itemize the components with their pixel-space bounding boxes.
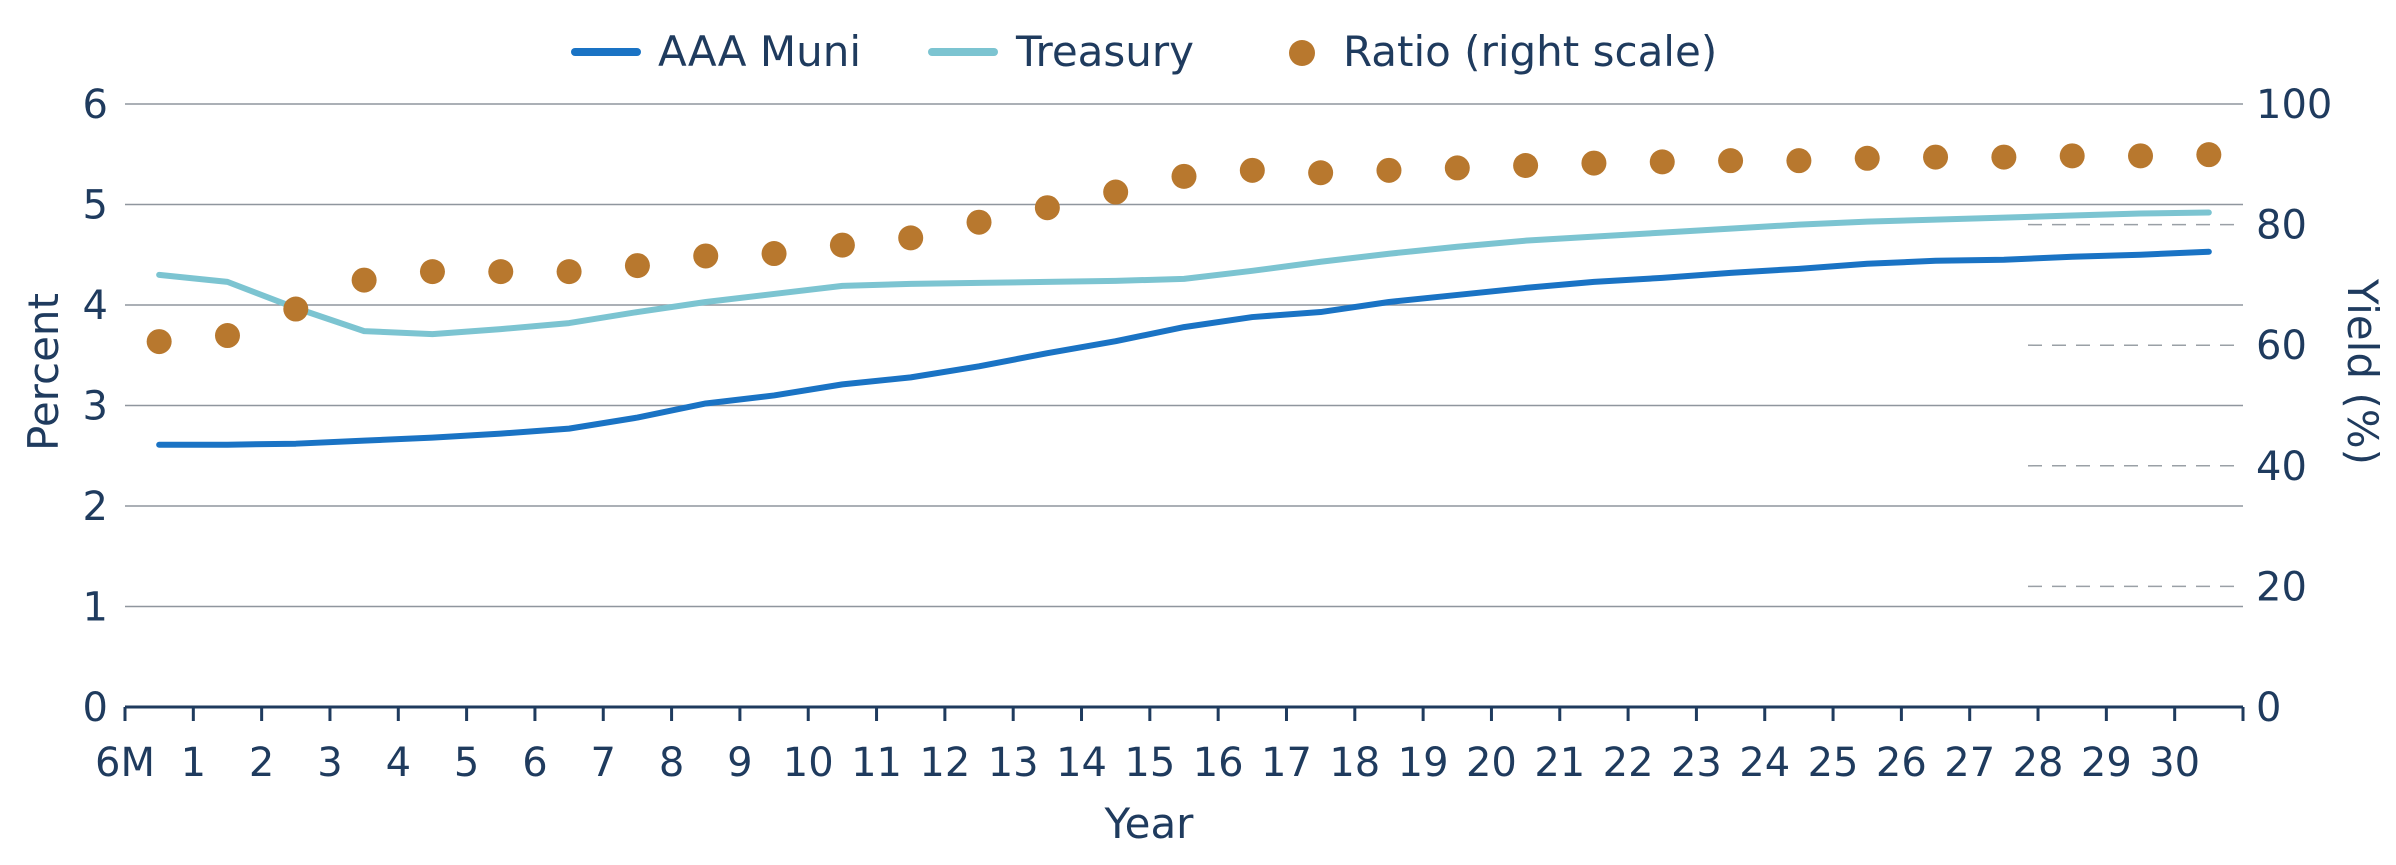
x-tick-label: 15 (1124, 740, 1175, 786)
left-tick-label: 3 (83, 384, 108, 430)
x-tick-label: 1 (181, 740, 206, 786)
x-tick-label: 30 (2149, 740, 2200, 786)
right-tick-label: 80 (2256, 203, 2307, 249)
x-tick-label: 24 (1739, 740, 1790, 786)
axes (123, 705, 2245, 721)
right-axis-ticks: 0 20 40 60 80 100 (2256, 82, 2332, 731)
left-tick-label: 1 (83, 585, 108, 631)
ratio-point (1718, 148, 1744, 174)
x-tick-label: 11 (851, 740, 902, 786)
ratio-point (214, 323, 240, 349)
ratio-point (419, 259, 445, 285)
ratio-point (624, 253, 650, 279)
ratio-point (146, 329, 172, 355)
ratio-point (1444, 155, 1470, 181)
ratio-point (2059, 143, 2085, 169)
x-tick-label: 27 (1944, 740, 1995, 786)
right-axis-title: Yield (%) (2338, 278, 2387, 465)
ratio-point (693, 243, 719, 269)
series-line-1 (156, 209, 2212, 338)
x-axis-ticks: 6M 1 2 3 4 5 6 7 8 9 10 11 12 13 14 15 16 17 18 19 20 21 22 23 2… (95, 740, 2200, 786)
x-tick-label: 4 (386, 740, 411, 786)
ratio-point (1171, 163, 1197, 189)
x-tick-label: 28 (2013, 740, 2064, 786)
x-tick-label: 6 (522, 740, 547, 786)
ratio-point (829, 232, 855, 258)
ratio-point (488, 259, 514, 285)
ratio-point (1786, 148, 1812, 174)
ratio-point (1103, 179, 1129, 205)
right-tick-label: 0 (2256, 685, 2281, 731)
ratio-point (351, 267, 377, 293)
right-tick-label: 20 (2256, 564, 2307, 610)
legend: AAA Muni Treasury Ratio (right scale) (571, 27, 1717, 76)
left-tick-label: 0 (83, 685, 108, 731)
ratio-point (1649, 149, 1675, 175)
x-tick-label: 25 (1808, 740, 1859, 786)
left-axis-ticks: 0 1 2 3 4 5 6 (83, 82, 108, 731)
x-tick-label: 18 (1329, 740, 1380, 786)
x-tick-label: 29 (2081, 740, 2132, 786)
ratio-point (1513, 153, 1539, 179)
left-tick-label: 6 (83, 82, 108, 128)
x-tick-label: 22 (1603, 740, 1654, 786)
x-axis-title: Year (1104, 799, 1195, 848)
left-axis-title: Percent (19, 293, 68, 451)
x-tick-label: 12 (919, 740, 970, 786)
ratio-point (2128, 143, 2154, 169)
x-tick-label: 5 (454, 740, 479, 786)
x-tick-label: 10 (783, 740, 834, 786)
x-tick-label: 9 (727, 740, 752, 786)
series-line-0 (156, 248, 2212, 448)
ratio-point (1376, 157, 1402, 183)
ratio-point (1581, 150, 1607, 176)
x-tick-label: 23 (1671, 740, 1722, 786)
legend-swatch-ratio (1289, 40, 1315, 66)
x-tick-label: 20 (1466, 740, 1517, 786)
legend-label-aaa-muni: AAA Muni (658, 27, 861, 76)
legend-label-ratio: Ratio (right scale) (1343, 27, 1717, 76)
right-tick-label: 40 (2256, 444, 2307, 490)
left-tick-label: 2 (83, 484, 108, 530)
x-tick-label: 2 (249, 740, 274, 786)
right-tick-label: 60 (2256, 323, 2307, 369)
x-tick-label: 16 (1193, 740, 1244, 786)
x-tick-label: 19 (1398, 740, 1449, 786)
ratio-point (1991, 144, 2017, 170)
ratio-point (1923, 144, 1949, 170)
legend-label-treasury: Treasury (1015, 27, 1194, 76)
ratio-point (2196, 142, 2222, 168)
x-tick-label: 8 (659, 740, 684, 786)
x-tick-label: 21 (1534, 740, 1585, 786)
x-tick-label: 13 (988, 740, 1039, 786)
x-tick-label: 7 (591, 740, 616, 786)
x-tick-label: 3 (317, 740, 342, 786)
x-tick-label: 14 (1056, 740, 1107, 786)
gridlines (125, 103, 2243, 608)
ratio-point (1239, 157, 1265, 183)
x-tick-label: 6M (95, 740, 155, 786)
ratio-point (1308, 160, 1334, 186)
ratio-point (1854, 145, 1880, 171)
left-tick-label: 5 (83, 183, 108, 229)
x-tick-label: 26 (1876, 740, 1927, 786)
left-tick-label: 4 (83, 283, 108, 329)
ratio-point (966, 209, 992, 235)
right-tick-label: 100 (2256, 82, 2332, 128)
ratio-point (898, 225, 924, 251)
ratio-point (283, 296, 309, 322)
ratio-point (556, 259, 582, 285)
x-tick-label: 17 (1261, 740, 1312, 786)
series-layer (146, 142, 2222, 448)
ratio-point (761, 241, 787, 267)
ratio-point (1034, 195, 1060, 221)
